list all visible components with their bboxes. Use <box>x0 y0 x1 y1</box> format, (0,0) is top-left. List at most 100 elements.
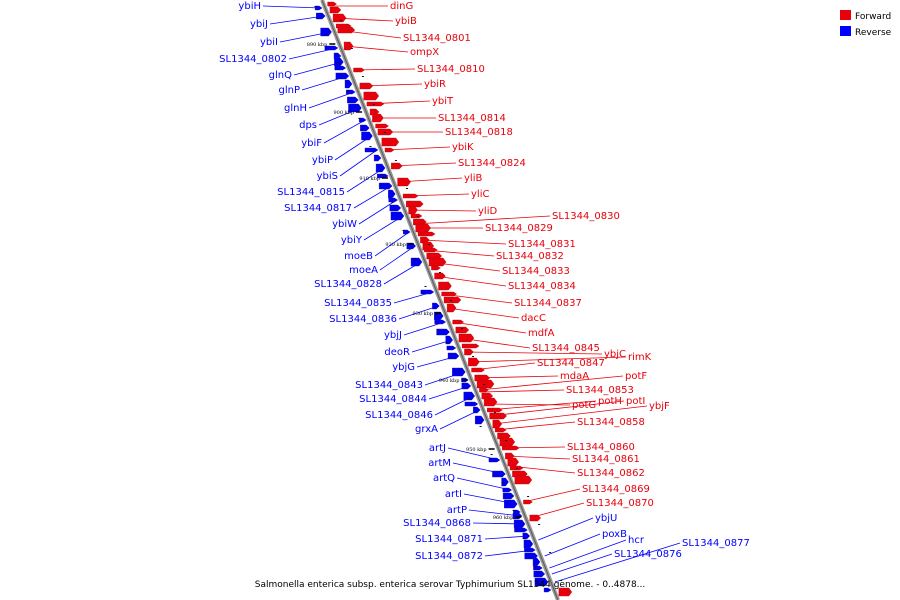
gene-label-sl1344-0871[interactable]: SL1344_0871 <box>415 534 483 545</box>
gene-label-sl1344-0801[interactable]: SL1344_0801 <box>403 33 471 44</box>
gene-label-sl1344-0869[interactable]: SL1344_0869 <box>582 484 650 495</box>
reverse-gene-glyph[interactable] <box>390 211 405 221</box>
forward-gene-glyph[interactable] <box>497 432 511 440</box>
reverse-gene-glyph[interactable] <box>403 229 411 235</box>
gene-label-sl1344-0824[interactable]: SL1344_0824 <box>458 158 526 169</box>
forward-gene-glyph[interactable] <box>327 1 337 7</box>
forward-gene-glyph[interactable] <box>337 26 356 34</box>
gene-label-sl1344-0833[interactable]: SL1344_0833 <box>502 266 570 277</box>
forward-gene-glyph[interactable] <box>369 108 380 116</box>
gene-label-sl1344-0847[interactable]: SL1344_0847 <box>537 358 605 369</box>
reverse-gene-glyph[interactable] <box>475 415 485 425</box>
gene-label-mdaa[interactable]: mdaA <box>560 371 589 382</box>
gene-label-sl1344-0861[interactable]: SL1344_0861 <box>572 454 640 465</box>
gene-label-ybis[interactable]: ybiS <box>317 171 338 182</box>
forward-gene-glyph[interactable] <box>441 291 458 297</box>
reverse-gene-glyph[interactable] <box>501 477 509 487</box>
gene-label-ybjf[interactable]: ybjF <box>649 401 670 412</box>
forward-gene-glyph[interactable] <box>468 357 480 367</box>
forward-gene-glyph[interactable] <box>483 397 498 407</box>
gene-label-ybik[interactable]: ybiK <box>452 142 474 153</box>
reverse-gene-glyph[interactable] <box>533 570 546 578</box>
forward-gene-glyph[interactable] <box>375 123 389 129</box>
gene-label-moea[interactable]: moeA <box>349 265 378 276</box>
gene-label-sl1344-0829[interactable]: SL1344_0829 <box>485 223 553 234</box>
forward-gene-glyph[interactable] <box>489 412 507 420</box>
reverse-gene-glyph[interactable] <box>389 204 402 212</box>
forward-gene-glyph[interactable] <box>438 281 452 291</box>
gene-label-arti[interactable]: artI <box>445 489 462 500</box>
reverse-gene-glyph[interactable] <box>320 27 332 37</box>
forward-gene-glyph[interactable] <box>329 6 342 14</box>
reverse-gene-glyph[interactable] <box>534 577 549 587</box>
reverse-gene-glyph[interactable] <box>446 345 457 351</box>
forward-gene-glyph[interactable] <box>402 193 419 199</box>
forward-gene-glyph[interactable] <box>523 499 533 505</box>
reverse-gene-glyph[interactable] <box>461 382 472 390</box>
forward-gene-glyph[interactable] <box>505 452 515 460</box>
reverse-gene-glyph[interactable] <box>514 527 528 533</box>
reverse-gene-glyph[interactable] <box>464 401 479 407</box>
forward-gene-glyph[interactable] <box>514 475 533 485</box>
forward-gene-glyph[interactable] <box>464 348 474 356</box>
gene-label-sl1344-0876[interactable]: SL1344_0876 <box>614 549 682 560</box>
gene-label-moeb[interactable]: moeB <box>344 251 373 262</box>
gene-label-ding[interactable]: dinG <box>390 1 413 12</box>
gene-label-sl1344-0862[interactable]: SL1344_0862 <box>577 468 645 479</box>
gene-label-dps[interactable]: dps <box>299 120 317 131</box>
reverse-gene-glyph[interactable] <box>492 470 506 478</box>
gene-label-ybjj[interactable]: ybjJ <box>384 330 402 341</box>
reverse-gene-glyph[interactable] <box>334 65 347 71</box>
gene-label-artm[interactable]: artM <box>428 458 451 469</box>
gene-label-sl1344-0814[interactable]: SL1344_0814 <box>438 113 506 124</box>
reverse-gene-glyph[interactable] <box>502 487 513 493</box>
forward-gene-glyph[interactable] <box>381 137 400 147</box>
reverse-gene-glyph[interactable] <box>388 197 399 203</box>
gene-label-sl1344-0837[interactable]: SL1344_0837 <box>514 298 582 309</box>
reverse-gene-glyph[interactable] <box>473 406 481 414</box>
gene-label-potg[interactable]: potG <box>572 400 596 411</box>
forward-gene-glyph[interactable] <box>487 407 503 413</box>
forward-gene-glyph[interactable] <box>476 379 495 389</box>
gene-label-ybif[interactable]: ybiF <box>301 138 322 149</box>
forward-gene-glyph[interactable] <box>492 419 503 429</box>
gene-label-poth[interactable]: potH <box>598 396 622 407</box>
reverse-gene-glyph[interactable] <box>502 492 515 500</box>
gene-label-poxb[interactable]: poxB <box>602 529 627 540</box>
gene-label-sl1344-0802[interactable]: SL1344_0802 <box>219 54 287 65</box>
gene-label-sl1344-0844[interactable]: SL1344_0844 <box>359 394 427 405</box>
reverse-gene-glyph[interactable] <box>488 457 501 463</box>
reverse-gene-glyph[interactable] <box>436 328 450 336</box>
reverse-gene-glyph[interactable] <box>316 12 326 20</box>
forward-gene-glyph[interactable] <box>413 218 427 226</box>
reverse-gene-glyph[interactable] <box>432 302 440 310</box>
forward-gene-glyph[interactable] <box>479 387 489 393</box>
reverse-gene-glyph[interactable] <box>324 45 339 51</box>
forward-gene-glyph[interactable] <box>372 113 384 123</box>
forward-gene-glyph[interactable] <box>406 200 424 208</box>
gene-label-sl1344-0870[interactable]: SL1344_0870 <box>586 498 654 509</box>
gene-label-sl1344-0858[interactable]: SL1344_0858 <box>577 417 645 428</box>
gene-label-sl1344-0834[interactable]: SL1344_0834 <box>508 281 576 292</box>
reverse-gene-glyph[interactable] <box>463 391 476 401</box>
forward-gene-glyph[interactable] <box>499 437 516 447</box>
reverse-gene-glyph[interactable] <box>452 367 466 377</box>
forward-gene-glyph[interactable] <box>426 252 442 260</box>
reverse-gene-glyph[interactable] <box>348 103 362 113</box>
gene-label-glnh[interactable]: glnH <box>284 103 307 114</box>
forward-gene-glyph[interactable] <box>397 177 411 187</box>
forward-gene-glyph[interactable] <box>408 205 418 215</box>
forward-gene-glyph[interactable] <box>417 231 436 237</box>
reverse-gene-glyph[interactable] <box>344 79 353 89</box>
reverse-gene-glyph[interactable] <box>347 96 359 104</box>
forward-gene-glyph[interactable] <box>558 587 573 597</box>
reverse-gene-glyph[interactable] <box>447 352 460 360</box>
forward-gene-glyph[interactable] <box>443 296 462 304</box>
reverse-gene-glyph[interactable] <box>359 117 367 123</box>
gene-label-deor[interactable]: deoR <box>384 347 410 358</box>
forward-gene-glyph[interactable] <box>461 343 480 349</box>
gene-label-ybir[interactable]: ybiR <box>424 79 446 90</box>
reverse-gene-glyph[interactable] <box>335 72 350 80</box>
forward-gene-glyph[interactable] <box>471 367 485 373</box>
gene-label-potf[interactable]: potF <box>625 371 647 382</box>
